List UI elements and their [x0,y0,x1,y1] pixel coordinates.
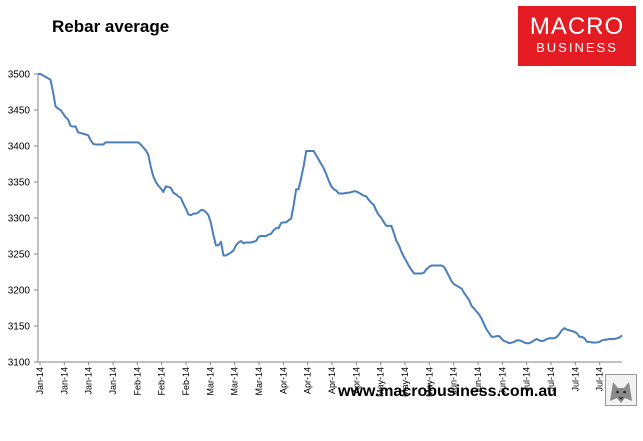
x-tick-label: Apr-14 [278,367,288,394]
x-tick-label: Mar-14 [205,367,215,396]
y-tick-label: 3300 [8,214,31,225]
x-tick-label: May-14 [400,367,410,397]
x-tick-label: Apr-14 [327,367,337,394]
series-group [38,73,623,345]
y-tick-label: 3500 [8,70,31,81]
website-url[interactable]: www.macrobusiness.com.au [338,383,558,400]
x-tick-label: Jul-14 [522,367,532,392]
series-line-0 [38,73,623,345]
x-tick-label: Jun-14 [449,367,459,395]
macrobusiness-logo[interactable]: MACRO BUSINESS [518,6,636,66]
y-axis: 3100 3150 3200 3250 3300 3350 3400 3450 3500 [8,70,39,369]
x-tick-label: May-14 [376,367,386,397]
y-tick-label: 3200 [8,286,31,297]
chart-title: Rebar average [52,17,170,36]
x-tick-label: Mar-14 [230,367,240,396]
y-tick-label: 3150 [8,322,31,333]
x-tick-label: Feb-14 [157,367,167,396]
x-tick-label: Jul-14 [546,367,556,392]
x-tick-label: Jul-14 [595,367,605,392]
x-tick-label: Jan-14 [35,367,45,395]
x-tick-label: Jun-14 [497,367,507,395]
x-tick-label: Jun-14 [473,367,483,395]
x-tick-label: Jan-14 [59,367,69,395]
x-tick-label: Mar-14 [254,367,264,396]
logo-line-2: BUSINESS [536,40,618,55]
y-tick-label: 3450 [8,106,31,117]
wolf-icon [605,374,637,406]
x-tick-label: Jul-14 [570,367,580,392]
y-tick-label: 3350 [8,178,31,189]
y-tick-label: 3250 [8,250,31,261]
x-tick-label: Jan-14 [108,367,118,395]
x-tick-label: Feb-14 [132,367,142,396]
logo-line-1: MACRO [529,13,625,40]
x-tick-label: Apr-14 [303,367,313,394]
x-tick-label: Jan-14 [84,367,94,395]
x-axis: Jan-14 Jan-14 Jan-14 Jan-14 Feb-14 Feb-14 Feb-… [35,361,622,397]
x-tick-label: Feb-14 [181,367,191,396]
x-tick-label: Apr-14 [351,367,361,394]
y-tick-label: 3400 [8,142,31,153]
y-tick-label: 3100 [8,358,31,369]
x-tick-label: May-14 [424,367,434,397]
